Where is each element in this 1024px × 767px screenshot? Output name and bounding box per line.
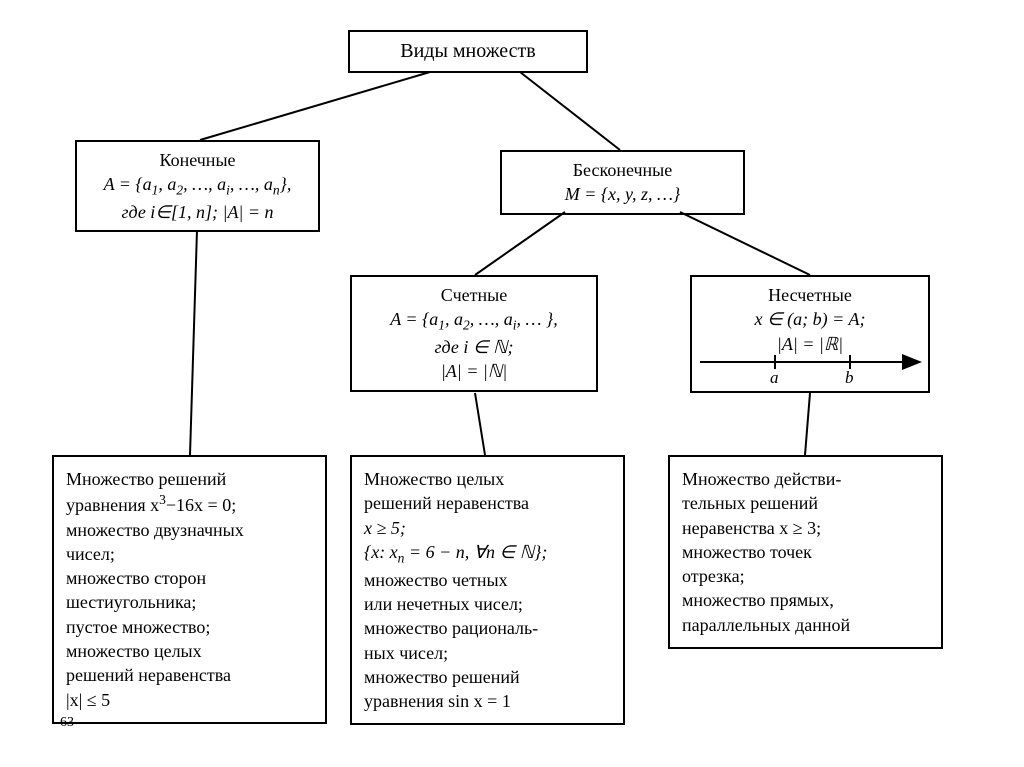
ex-finite-l10: |x| ≤ 5 <box>66 688 313 712</box>
ex-finite-l9: решений неравенства <box>66 663 313 687</box>
ex-uncountable-l1: Множество действи- <box>682 467 929 491</box>
ex-uncountable-l6: множество прямых, <box>682 588 929 612</box>
countable-title: Счетные <box>362 283 586 307</box>
ex-finite-l4: чисел; <box>66 542 313 566</box>
ex-finite-l8: множество целых <box>66 639 313 663</box>
axis-label-b: b <box>845 368 854 388</box>
root-title: Виды множеств <box>400 40 536 62</box>
ex-uncountable-l7: параллельных данной <box>682 613 929 637</box>
node-finite: Конечные A = {a1, a2, …, ai, …, an}, где… <box>75 140 320 232</box>
ex-uncountable-l3: неравенства x ≥ 3; <box>682 516 929 540</box>
ex-finite-l1: Множество решений <box>66 467 313 491</box>
ex-finite-l3: множество двузначных <box>66 518 313 542</box>
ex-countable-l5: множество четных <box>364 568 611 592</box>
infinite-title: Бесконечные <box>512 158 733 182</box>
infinite-line2: M = {x, y, z, …} <box>512 182 733 206</box>
node-uncountable: Несчетные x ∈ (a; b) = A; |A| = |ℝ| <box>690 275 930 393</box>
ex-countable-l9: множество решений <box>364 665 611 689</box>
ex-countable-l10: уравнения sin x = 1 <box>364 689 611 713</box>
countable-line4: |A| = |ℕ| <box>362 359 586 383</box>
ex-finite-l5: множество сторон <box>66 566 313 590</box>
ex-uncountable-l5: отрезка; <box>682 564 929 588</box>
uncountable-line3: |A| = |ℝ| <box>702 332 918 356</box>
node-ex-finite: Множество решений уравнения x3−16x = 0; … <box>52 455 327 724</box>
node-countable: Счетные A = {a1, a2, …, ai, … }, где i ∈… <box>350 275 598 392</box>
finite-line2: A = {a1, a2, …, ai, …, an}, <box>87 172 308 200</box>
ex-countable-l4: {x: xn = 6 − n, ∀n ∈ ℕ}; <box>364 540 611 568</box>
ex-finite-l6: шестиугольника; <box>66 590 313 614</box>
ex-countable-l2: решений неравенства <box>364 491 611 515</box>
uncountable-title: Несчетные <box>702 283 918 307</box>
ex-countable-l3: x ≥ 5; <box>364 516 611 540</box>
countable-line2: A = {a1, a2, …, ai, … }, <box>362 307 586 335</box>
ex-countable-l8: ных чисел; <box>364 641 611 665</box>
countable-line3: где i ∈ ℕ; <box>362 335 586 359</box>
page-number: 63 <box>60 715 74 731</box>
ex-finite-l7: пустое множество; <box>66 615 313 639</box>
ex-uncountable-l2: тельных решений <box>682 491 929 515</box>
node-ex-uncountable: Множество действи- тельных решений нерав… <box>668 455 943 649</box>
ex-countable-l6: или нечетных чисел; <box>364 592 611 616</box>
node-infinite: Бесконечные M = {x, y, z, …} <box>500 150 745 215</box>
ex-countable-l7: множество рациональ- <box>364 616 611 640</box>
finite-title: Конечные <box>87 148 308 172</box>
node-ex-countable: Множество целых решений неравенства x ≥ … <box>350 455 625 725</box>
ex-finite-l2: уравнения x3−16x = 0; <box>66 491 313 517</box>
finite-line3: где i∈[1, n]; |A| = n <box>87 200 308 224</box>
node-root: Виды множеств <box>348 30 588 73</box>
uncountable-line2: x ∈ (a; b) = A; <box>702 307 918 331</box>
axis-label-a: a <box>770 368 779 388</box>
ex-uncountable-l4: множество точек <box>682 540 929 564</box>
ex-countable-l1: Множество целых <box>364 467 611 491</box>
